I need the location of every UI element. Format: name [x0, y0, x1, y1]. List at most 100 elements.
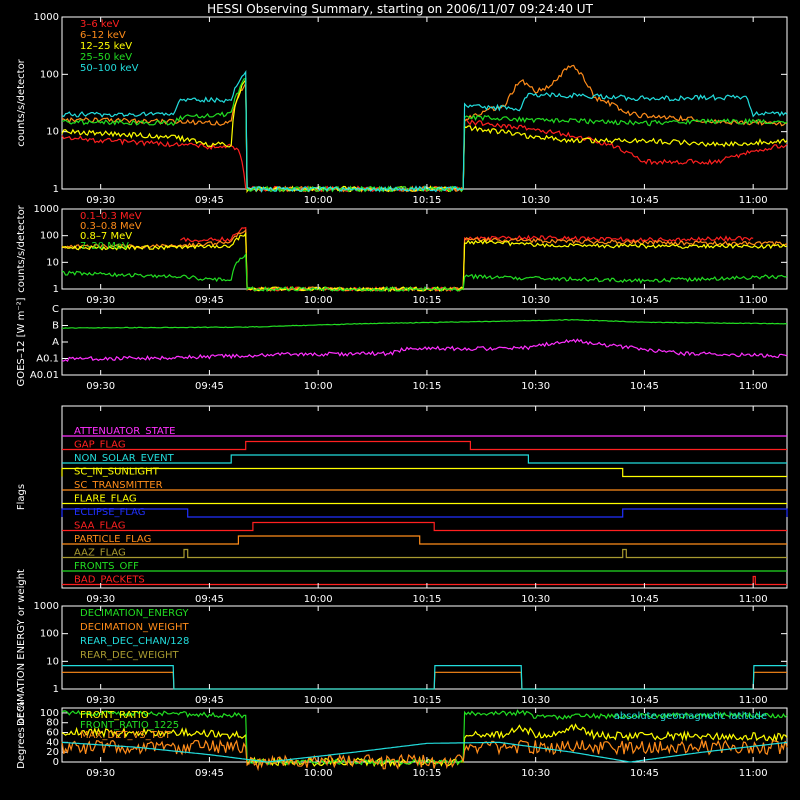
y-axis-label: GOES–12 [W m⁻²] [16, 297, 27, 386]
flag-trace [61, 508, 788, 518]
flag-label: NON_SOLAR_EVENT [74, 453, 175, 464]
x-tick-label: 09:45 [195, 594, 224, 605]
x-tick-label: 10:15 [413, 381, 442, 392]
x-tick-label: 09:30 [86, 594, 115, 605]
ratio-series-line [61, 738, 788, 772]
goes-series-line [61, 318, 788, 329]
y-tick-label: A0.1 [36, 354, 59, 365]
legend-entry: REAR_DEC_CHAN/128 [80, 636, 189, 647]
legend-entry: 0.8–7 MeV [80, 231, 132, 242]
y-axis-label: Flags [16, 484, 27, 510]
x-tick-label: 09:45 [195, 295, 224, 306]
y-tick-label: 100 [40, 708, 59, 719]
y-tick-label: 1 [53, 284, 59, 295]
x-tick-label: 10:00 [304, 594, 333, 605]
x-tick-label: 10:45 [630, 195, 659, 206]
y-axis-label: DECIMATION ENERGY or weight [16, 569, 27, 726]
flag-label: SC_IN_SUNLIGHT [74, 467, 160, 478]
x-tick-label: 09:30 [86, 195, 115, 206]
x-tick-label: 09:45 [195, 695, 224, 706]
flag-label: BAD_PACKETS [74, 575, 145, 586]
y-tick-label: 40 [46, 737, 59, 748]
legend-entry: 0.1–0.3 MeV [80, 211, 142, 222]
x-tick-label: 11:00 [739, 381, 768, 392]
y-tick-label: 20 [46, 747, 59, 758]
decimation-panel: 1 10 100 1000 DECIMATION_ENERGY DECIMATION_WE… [16, 569, 788, 726]
legend-entry: 12–25 keV [80, 41, 132, 52]
x-tick-label: 11:00 [739, 295, 768, 306]
plot-frame [61, 208, 788, 290]
x-tick-label: 10:15 [413, 195, 442, 206]
legend-entry: 25–50 keV [80, 52, 132, 63]
y-tick-label: 1 [53, 184, 59, 195]
x-tick-label: 10:00 [304, 695, 333, 706]
decimation-series-line [62, 671, 787, 690]
legend-entry: 3–6 keV [80, 19, 119, 30]
x-tick-label: 09:45 [195, 381, 224, 392]
y-tick-label: 1000 [34, 12, 59, 23]
y-axis-label: Degrees or % [16, 701, 27, 769]
x-tick-label: 11:00 [739, 195, 768, 206]
legend-entry: FRONT_RATIO_1225 [80, 720, 179, 731]
x-tick-label: 10:00 [304, 381, 333, 392]
y-tick-label: 1000 [34, 204, 59, 215]
legend-entry: 7–20 MeV [80, 241, 129, 252]
y-tick-label: A [52, 337, 59, 348]
x-tick-label: 10:45 [630, 594, 659, 605]
x-tick-label: 10:45 [630, 768, 659, 779]
x-tick-label: 11:00 [739, 594, 768, 605]
y-tick-label: 1 [53, 684, 59, 695]
x-tick-label: 09:30 [86, 295, 115, 306]
x-tick-label: 10:15 [413, 594, 442, 605]
x-tick-label: 10:45 [630, 381, 659, 392]
x-tick-label: 10:00 [304, 195, 333, 206]
latitude-annotation: absolute geomagnetic latitude [614, 711, 767, 722]
flag-label: AAZ_FLAG [74, 548, 126, 559]
flag-label: GAP_FLAG [74, 440, 126, 451]
x-tick-label: 10:15 [413, 768, 442, 779]
x-tick-label: 10:15 [413, 695, 442, 706]
x-tick-label: 10:30 [521, 195, 550, 206]
plot-frame [61, 405, 788, 589]
chart-title: HESSI Observing Summary, starting on 200… [207, 2, 593, 16]
y-tick-label: 80 [46, 718, 59, 729]
flag-label: SAA_FLAG [74, 521, 125, 532]
hxr-series-line [61, 64, 788, 194]
x-tick-label: 09:30 [86, 381, 115, 392]
legend-entry: 6–12 keV [80, 30, 126, 41]
legend-entry: 0.3–0.8 MeV [80, 221, 142, 232]
flag-trace [62, 454, 787, 464]
y-tick-label: 10 [46, 127, 59, 138]
legend-entry: FRONT_RATIO [80, 710, 149, 721]
flag-label: ECLIPSE_FLAG [74, 507, 145, 518]
x-tick-label: 10:15 [413, 295, 442, 306]
x-tick-label: 10:30 [521, 381, 550, 392]
y-tick-label: 10 [46, 257, 59, 268]
x-tick-label: 10:45 [630, 695, 659, 706]
y-tick-label: 0 [53, 757, 59, 768]
y-tick-label: 100 [40, 629, 59, 640]
plot-frame [61, 308, 788, 376]
y-tick-label: C [52, 304, 59, 315]
x-tick-label: 09:30 [86, 695, 115, 706]
x-tick-label: 10:30 [521, 594, 550, 605]
x-tick-label: 10:00 [304, 295, 333, 306]
y-tick-label: B [52, 321, 59, 332]
flag-trace [62, 575, 787, 586]
flag-trace [62, 548, 787, 559]
x-tick-label: 09:30 [86, 768, 115, 779]
flag-label: SC_TRANSMITTER [74, 480, 163, 491]
flag-trace [62, 521, 787, 532]
x-tick-label: 11:00 [739, 768, 768, 779]
x-tick-label: 10:30 [521, 295, 550, 306]
hxr-series-line [61, 78, 788, 193]
flag-trace [62, 440, 787, 451]
flag-label: PARTICLE_FLAG [74, 534, 151, 545]
flag-label: FRONTS_OFF [74, 561, 139, 572]
x-tick-label: 11:00 [739, 695, 768, 706]
